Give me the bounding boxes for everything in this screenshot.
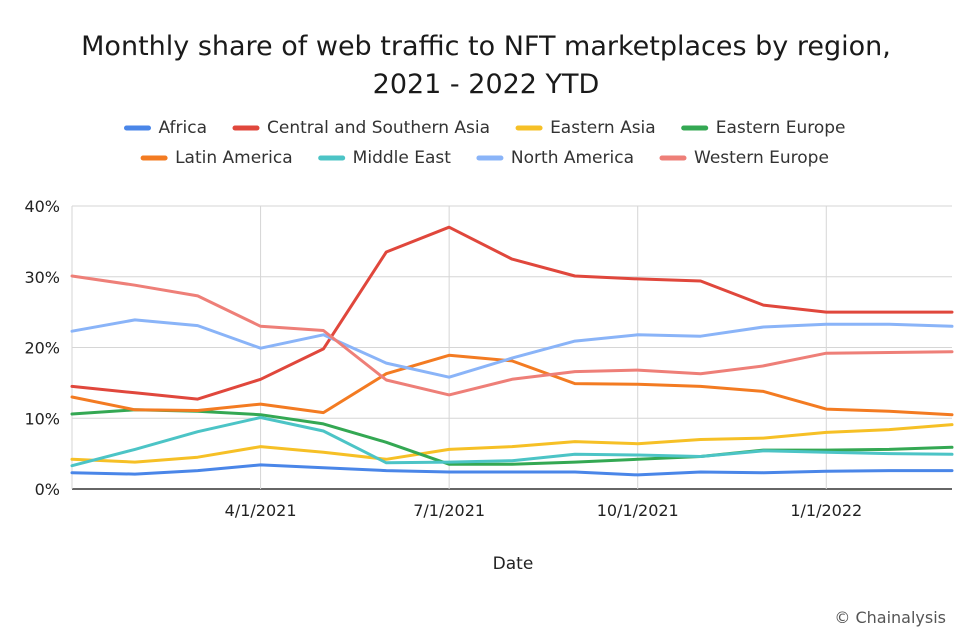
legend-label: Latin America — [175, 148, 293, 168]
legend-label: North America — [511, 148, 634, 168]
legend-item-north-america: North America — [476, 148, 634, 168]
chart-title: Monthly share of web traffic to NFT mark… — [81, 31, 891, 100]
series-line-africa — [70, 463, 954, 477]
series-line-latin-america — [70, 353, 954, 417]
series-line-central-and-southern-asia — [70, 225, 954, 401]
source-credit: © Chainalysis — [834, 608, 946, 627]
legend-item-eastern-asia: Eastern Asia — [515, 118, 656, 138]
series-line-middle-east — [70, 416, 954, 468]
y-axis-ticks: 0% 10% 20% 30% 40% — [24, 197, 60, 499]
x-tick-label: 4/1/2021 — [225, 501, 297, 520]
legend-label: Western Europe — [694, 148, 829, 168]
legend-label: Middle East — [353, 148, 452, 168]
x-axis-label: Date — [493, 554, 534, 574]
y-tick-label: 20% — [24, 339, 60, 358]
y-tick-label: 40% — [24, 197, 60, 216]
legend-item-central-and-southern-asia: Central and Southern Asia — [232, 118, 490, 138]
legend-item-eastern-europe: Eastern Europe — [681, 118, 846, 138]
legend-label: Africa — [159, 118, 208, 138]
series-line-eastern-asia — [70, 423, 954, 464]
x-axis-ticks: 4/1/2021 7/1/2021 10/1/2021 1/1/2022 — [225, 501, 863, 520]
y-tick-label: 30% — [24, 268, 60, 287]
legend-label: Eastern Europe — [716, 118, 846, 138]
series-line-eastern-europe — [70, 408, 954, 466]
chart-series-lines — [70, 225, 954, 477]
chart-title-line-2: 2021 - 2022 YTD — [373, 69, 600, 100]
x-tick-label: 10/1/2021 — [597, 501, 679, 520]
legend-item-western-europe: Western Europe — [659, 148, 829, 168]
y-tick-label: 0% — [35, 480, 60, 499]
chart-legend: Africa Central and Southern Asia Eastern A… — [124, 118, 846, 168]
x-tick-label: 1/1/2022 — [790, 501, 862, 520]
chart-title-line-1: Monthly share of web traffic to NFT mark… — [81, 31, 891, 62]
legend-label: Central and Southern Asia — [267, 118, 490, 138]
legend-item-middle-east: Middle East — [318, 148, 452, 168]
legend-item-africa: Africa — [124, 118, 208, 138]
series-line-north-america — [70, 318, 954, 379]
series-line-western-europe — [70, 274, 954, 397]
chart-grid — [71, 205, 952, 490]
y-tick-label: 10% — [24, 409, 60, 428]
legend-item-latin-america: Latin America — [140, 148, 293, 168]
legend-label: Eastern Asia — [550, 118, 656, 138]
x-tick-label: 7/1/2021 — [413, 501, 485, 520]
